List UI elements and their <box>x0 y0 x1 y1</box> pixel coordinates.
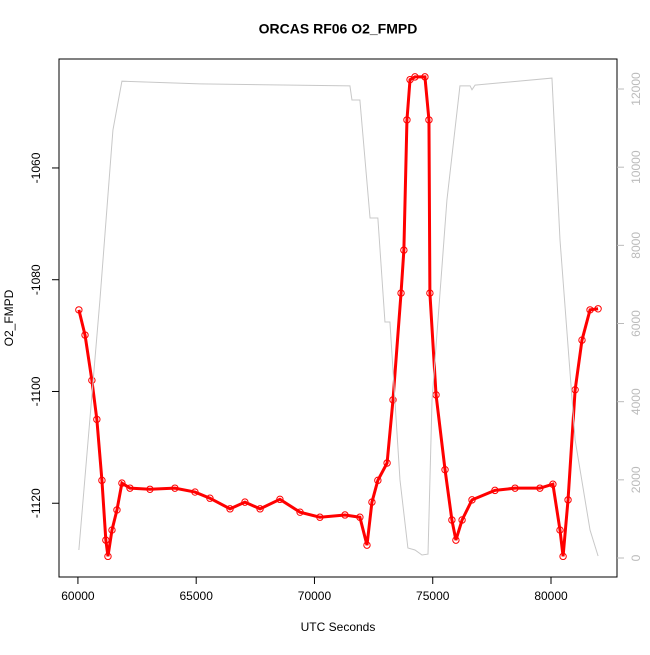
y2-tick-label: 12000 <box>629 72 643 106</box>
x-tick-label: 60000 <box>61 589 95 603</box>
point <box>448 516 456 524</box>
chart-title: ORCAS RF06 O2_FMPD <box>259 21 418 37</box>
point <box>241 498 249 506</box>
y-tick-label: -1120 <box>29 488 43 518</box>
point <box>118 479 126 487</box>
x-tick-label: 75000 <box>416 589 450 603</box>
y2-tick-label: 4000 <box>629 388 643 415</box>
point <box>276 495 284 504</box>
point <box>81 331 89 339</box>
point <box>341 511 349 519</box>
plot-box <box>58 58 618 578</box>
point <box>564 496 572 504</box>
point <box>559 552 567 561</box>
point <box>226 505 234 513</box>
point <box>425 116 433 124</box>
point <box>421 73 429 81</box>
y2-tick-label: 0 <box>629 554 643 561</box>
point <box>256 505 264 513</box>
point <box>389 396 397 404</box>
y2-tick-label: 10000 <box>629 150 643 184</box>
y2-tick-label: 8000 <box>629 232 643 259</box>
point <box>578 336 586 344</box>
point <box>571 386 579 394</box>
point <box>452 536 460 544</box>
point <box>171 484 179 492</box>
point <box>549 480 557 488</box>
y2-tick-label: 6000 <box>629 310 643 337</box>
point <box>296 508 304 516</box>
point <box>594 305 602 313</box>
y2-tick-label: 2000 <box>629 466 643 493</box>
y-tick-label: -1100 <box>29 376 43 406</box>
point <box>403 116 411 124</box>
point <box>126 484 134 492</box>
point <box>98 476 106 485</box>
point <box>586 306 594 314</box>
x-axis-label: UTC Seconds <box>301 620 376 634</box>
y-tick-label: -1080 <box>29 264 43 295</box>
altitude-line <box>78 77 599 557</box>
y-axis-label: O2_FMPD <box>2 289 16 346</box>
point <box>458 516 466 524</box>
point <box>75 306 83 314</box>
point <box>102 536 110 544</box>
x-tick-label: 80000 <box>534 589 568 603</box>
point <box>411 73 419 81</box>
point <box>491 486 499 495</box>
point <box>88 376 96 385</box>
point <box>468 496 476 504</box>
point <box>363 541 371 549</box>
point <box>368 498 376 506</box>
point <box>104 552 112 561</box>
point <box>206 494 214 502</box>
x-tick-label: 65000 <box>180 589 214 603</box>
point <box>374 476 382 485</box>
point <box>400 246 408 254</box>
point <box>511 484 519 492</box>
point <box>113 506 121 514</box>
point <box>397 289 405 297</box>
point <box>93 415 101 424</box>
point <box>536 484 544 492</box>
point <box>108 526 116 534</box>
series-line <box>77 75 599 557</box>
point <box>441 466 449 474</box>
y-tick-label: -1060 <box>29 152 43 183</box>
point <box>556 526 564 534</box>
point <box>146 485 154 493</box>
point <box>383 459 391 467</box>
point <box>426 289 434 297</box>
point <box>191 488 199 496</box>
point <box>316 513 324 521</box>
point <box>356 513 364 521</box>
x-tick-label: 70000 <box>298 589 332 603</box>
